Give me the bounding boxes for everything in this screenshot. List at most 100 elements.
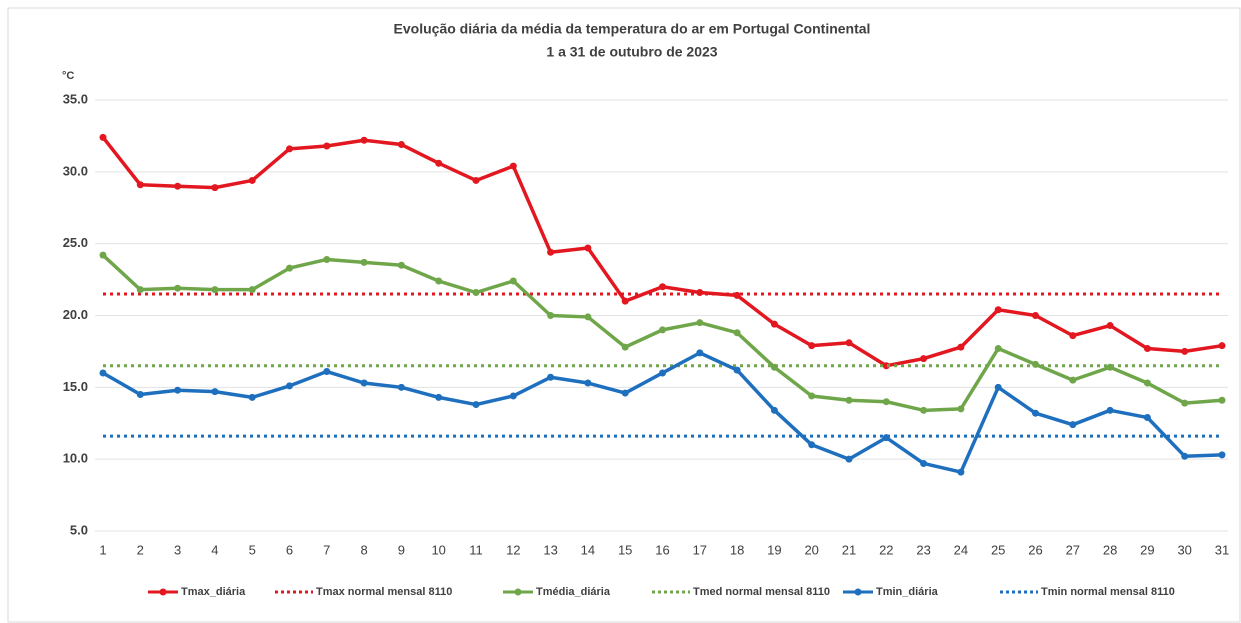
x-tick-label: 16 — [655, 542, 669, 557]
y-tick-label: 15.0 — [63, 379, 88, 394]
point — [360, 379, 368, 387]
point — [397, 261, 405, 269]
y-tick-label: 5.0 — [70, 522, 88, 537]
x-tick-label: 22 — [879, 542, 893, 557]
point — [323, 255, 331, 263]
x-tick-label: 15 — [618, 542, 632, 557]
point — [174, 386, 182, 394]
x-tick-label: 9 — [398, 542, 405, 557]
point — [1218, 396, 1226, 404]
point — [621, 297, 629, 305]
x-tick-label: 20 — [804, 542, 818, 557]
x-tick-label: 18 — [730, 542, 744, 557]
legend-marker — [854, 588, 862, 596]
point — [659, 369, 666, 377]
point — [174, 284, 182, 292]
point — [920, 406, 928, 414]
chart-frame — [7, 7, 1241, 623]
y-tick-label: 30.0 — [63, 163, 88, 178]
point — [621, 343, 629, 351]
point — [920, 355, 928, 363]
x-tick-label: 13 — [543, 542, 557, 557]
point — [845, 339, 853, 347]
point — [584, 313, 592, 321]
point — [472, 289, 480, 297]
point — [808, 342, 816, 350]
x-tick-label: 31 — [1215, 542, 1229, 557]
point — [509, 392, 517, 400]
x-tick-label: 6 — [286, 542, 293, 557]
point — [248, 393, 256, 401]
point — [1069, 421, 1077, 429]
point — [808, 441, 816, 449]
point — [1218, 451, 1226, 459]
legend-marker — [514, 588, 522, 596]
point — [733, 329, 741, 337]
point — [248, 176, 256, 184]
point — [323, 368, 331, 376]
point — [659, 283, 666, 291]
point — [323, 142, 331, 150]
point — [397, 141, 405, 149]
point — [99, 251, 107, 259]
point — [211, 184, 219, 192]
point — [770, 406, 778, 414]
x-tick-label: 5 — [249, 542, 256, 557]
point — [99, 133, 107, 141]
point — [360, 136, 368, 144]
point — [994, 345, 1002, 353]
point — [1032, 409, 1039, 417]
point — [286, 264, 293, 272]
y-tick-label: 35.0 — [63, 91, 88, 106]
point — [770, 320, 778, 328]
point — [472, 176, 480, 184]
x-tick-label: 25 — [991, 542, 1005, 557]
x-tick-label: 24 — [954, 542, 968, 557]
point — [1032, 312, 1039, 319]
point — [1143, 379, 1151, 387]
point — [360, 258, 368, 266]
legend-label: Tmédia_diária — [536, 586, 611, 598]
point — [211, 388, 219, 396]
point — [882, 362, 890, 370]
point — [808, 392, 816, 400]
point — [1181, 399, 1189, 407]
x-tick-label: 21 — [842, 542, 856, 557]
point — [621, 389, 629, 397]
point — [1069, 332, 1077, 340]
point — [882, 398, 890, 406]
x-tick-label: 19 — [767, 542, 781, 557]
point — [99, 369, 107, 377]
x-tick-label: 2 — [137, 542, 144, 557]
point — [957, 468, 965, 476]
point — [994, 383, 1002, 391]
x-tick-label: 11 — [469, 542, 483, 557]
legend-label: Tmin_diária — [876, 586, 939, 598]
point — [696, 349, 704, 357]
legend-label: Tmed normal mensal 8110 — [693, 586, 830, 598]
point — [845, 396, 853, 404]
point — [286, 145, 293, 153]
legend-label: Tmax_diária — [181, 586, 246, 598]
point — [920, 459, 928, 467]
point — [584, 379, 592, 387]
point — [1106, 322, 1114, 330]
point — [1181, 452, 1189, 460]
point — [845, 455, 853, 463]
point — [472, 401, 480, 409]
point — [994, 306, 1002, 314]
point — [1143, 345, 1151, 353]
x-tick-label: 14 — [581, 542, 595, 557]
point — [174, 182, 182, 190]
legend-label: Tmin normal mensal 8110 — [1041, 586, 1175, 598]
y-tick-label: 20.0 — [63, 307, 88, 322]
point — [1106, 406, 1114, 414]
point — [435, 277, 443, 285]
point — [1069, 376, 1077, 384]
x-tick-label: 12 — [506, 542, 520, 557]
point — [957, 405, 965, 413]
x-tick-label: 10 — [431, 542, 445, 557]
point — [1143, 414, 1151, 422]
legend-label: Tmax normal mensal 8110 — [316, 586, 452, 598]
